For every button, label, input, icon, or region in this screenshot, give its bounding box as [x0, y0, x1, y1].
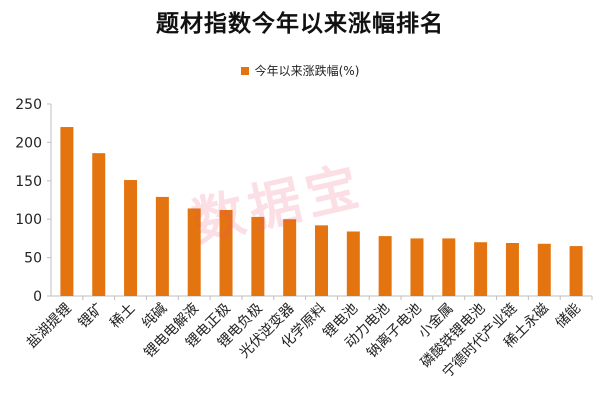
bar-9 — [315, 225, 328, 296]
chart-bars — [60, 127, 583, 296]
x-tick-labels: 盐湖提锂 锂矿 稀土 纯碱锂电电解液锂电正极锂电负极光伏逆变器化学原料锂电池动力电池钠… — [24, 300, 584, 381]
legend-swatch — [240, 66, 249, 75]
chart-title: 题材指数今年以来涨幅排名 — [156, 10, 444, 37]
bar-7 — [251, 216, 265, 296]
bar-2 — [92, 153, 106, 296]
y-tick-label: 100 — [15, 212, 42, 228]
x-tick-label: 储能 — [553, 301, 584, 332]
bar-3 — [124, 180, 138, 296]
bar-8 — [283, 219, 297, 296]
bar-1 — [60, 127, 74, 296]
x-tick-label: 锂矿 — [75, 301, 106, 332]
x-tick-label: 稀土 — [107, 301, 138, 332]
y-tick-label: 50 — [24, 251, 42, 267]
bar-13 — [442, 238, 456, 296]
bar-4 — [155, 196, 169, 296]
bar-17 — [569, 246, 583, 296]
y-tick-label: 200 — [15, 135, 42, 151]
bar-10 — [346, 231, 360, 296]
y-tick-label: 0 — [33, 289, 42, 305]
y-tick-label: 150 — [15, 174, 42, 190]
bar-11 — [378, 236, 392, 296]
x-tick-label: 盐湖提锂 — [24, 301, 75, 352]
chart-legend: 今年以来涨跌幅(%) — [0, 62, 600, 79]
bar-12 — [410, 238, 424, 296]
bar-5 — [187, 208, 201, 296]
bar-6 — [219, 209, 233, 296]
y-tick-label: 250 — [15, 97, 42, 113]
y-tick-labels: 0 50 100 150 200 250 — [15, 97, 42, 305]
bar-15 — [505, 243, 519, 296]
bar-14 — [474, 242, 488, 296]
bar-16 — [537, 243, 551, 296]
legend-label: 今年以来涨跌幅(%) — [254, 64, 360, 78]
